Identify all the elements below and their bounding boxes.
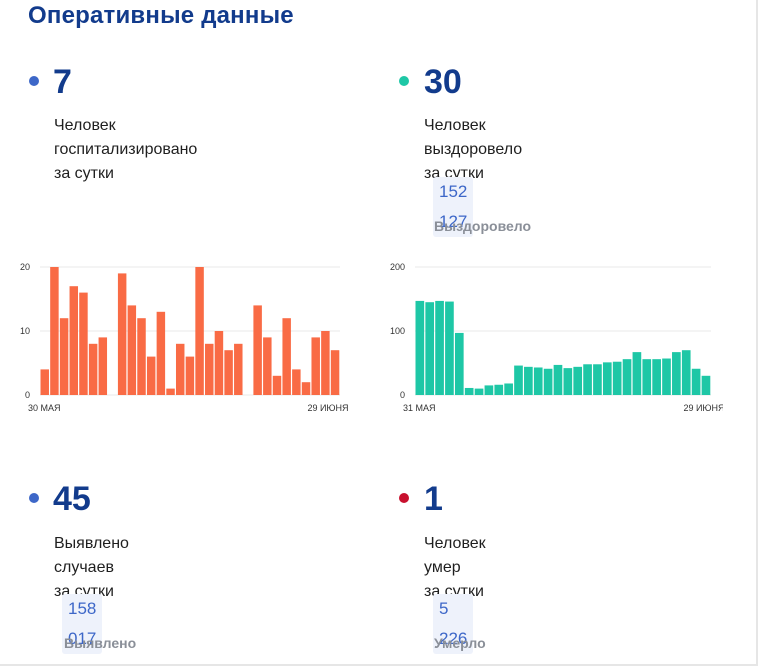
- y-tick-label: 10: [20, 326, 30, 336]
- bar: [205, 343, 214, 395]
- stat-description-line1: Выявлено случаев: [54, 535, 129, 576]
- bar: [185, 356, 195, 395]
- stat-value: 1: [424, 480, 443, 518]
- bar: [156, 311, 166, 395]
- bar: [263, 337, 272, 395]
- bar: [88, 343, 98, 395]
- stat-description-line1: Человек госпитализировано: [54, 117, 198, 158]
- bar: [632, 352, 642, 395]
- bar: [553, 364, 563, 395]
- bar: [321, 331, 330, 395]
- bar: [117, 273, 127, 395]
- bar: [415, 300, 425, 395]
- y-tick-label: 200: [390, 262, 405, 272]
- y-tick-label: 0: [25, 390, 30, 400]
- stat-description: Человек госпитализировано за сутки: [54, 114, 197, 186]
- x-end-label: 29 ИЮНЯ: [307, 403, 348, 413]
- bar: [691, 368, 701, 395]
- bar: [98, 337, 108, 395]
- total-value: 5 226: [433, 594, 474, 654]
- bar: [50, 267, 59, 395]
- bar: [454, 332, 464, 395]
- stat-description-line1: Человек умер: [424, 535, 486, 576]
- stat-dot: [399, 493, 409, 503]
- stat-dot: [399, 76, 409, 86]
- bar: [311, 337, 320, 395]
- bar: [563, 368, 573, 395]
- bar: [612, 361, 622, 395]
- bar: [292, 369, 301, 395]
- bar: [330, 350, 340, 395]
- bar: [224, 350, 233, 395]
- bar: [146, 356, 156, 395]
- bar: [175, 343, 185, 395]
- bar: [504, 383, 513, 395]
- frame-bottom-border: [0, 664, 758, 666]
- bar: [533, 367, 543, 395]
- total-label: Умерло: [434, 635, 486, 651]
- bar: [583, 364, 592, 395]
- bar: [195, 267, 204, 395]
- bar: [464, 387, 474, 395]
- bar: [573, 366, 583, 395]
- bar: [524, 366, 533, 395]
- bar: [701, 375, 711, 395]
- bar: [301, 382, 311, 395]
- bar: [234, 343, 243, 395]
- bar: [127, 305, 137, 395]
- bar: [593, 364, 602, 395]
- total-value: 158 017: [62, 594, 103, 654]
- bar: [272, 375, 282, 395]
- total-value: 152 127: [433, 177, 474, 237]
- x-end-label: 29 ИЮНЯ: [683, 403, 723, 413]
- frame-right-border: [756, 0, 758, 666]
- stat-value: 45: [53, 480, 91, 518]
- page-title: Оперативные данные: [28, 2, 294, 29]
- x-start-label: 31 МАЯ: [403, 403, 436, 413]
- bar: [474, 388, 484, 395]
- bar: [543, 368, 553, 395]
- bar: [652, 359, 661, 395]
- x-start-label: 30 МАЯ: [28, 403, 61, 413]
- bar: [137, 318, 146, 395]
- bar: [40, 369, 49, 395]
- total-label: Выздоровело: [434, 218, 532, 234]
- bar: [445, 301, 454, 395]
- bar: [435, 300, 444, 395]
- stat-dot: [29, 76, 39, 86]
- hospitalized-chart: 0 10 20 30 МАЯ 29 ИЮНЯ: [20, 262, 349, 413]
- bar: [642, 359, 652, 395]
- bar: [681, 350, 691, 395]
- bar: [494, 384, 504, 395]
- y-tick-label: 20: [20, 262, 30, 272]
- stat-value: 7: [53, 63, 72, 101]
- bar: [484, 385, 494, 395]
- stat-description-line2: за сутки: [54, 165, 114, 182]
- bar: [662, 358, 671, 395]
- stat-description: Человек выздоровело за сутки: [424, 114, 522, 186]
- bar: [59, 318, 69, 395]
- bar: [672, 352, 681, 395]
- stat-dot: [29, 493, 39, 503]
- bar: [214, 331, 224, 395]
- bar: [425, 302, 435, 395]
- y-tick-label: 0: [400, 390, 405, 400]
- bar: [166, 388, 175, 395]
- stat-description-line1: Человек выздоровело: [424, 117, 523, 158]
- bar: [69, 286, 79, 395]
- bar: [514, 365, 523, 395]
- total-label: Выявлено: [64, 635, 137, 651]
- bar: [253, 305, 262, 395]
- bar: [602, 362, 612, 395]
- y-tick-label: 100: [390, 326, 405, 336]
- bar: [79, 292, 88, 395]
- stat-value: 30: [424, 63, 462, 101]
- bar: [282, 318, 291, 395]
- recovered-chart: 0 100 200 31 МАЯ 29 ИЮНЯ: [390, 262, 723, 413]
- bar: [622, 359, 632, 395]
